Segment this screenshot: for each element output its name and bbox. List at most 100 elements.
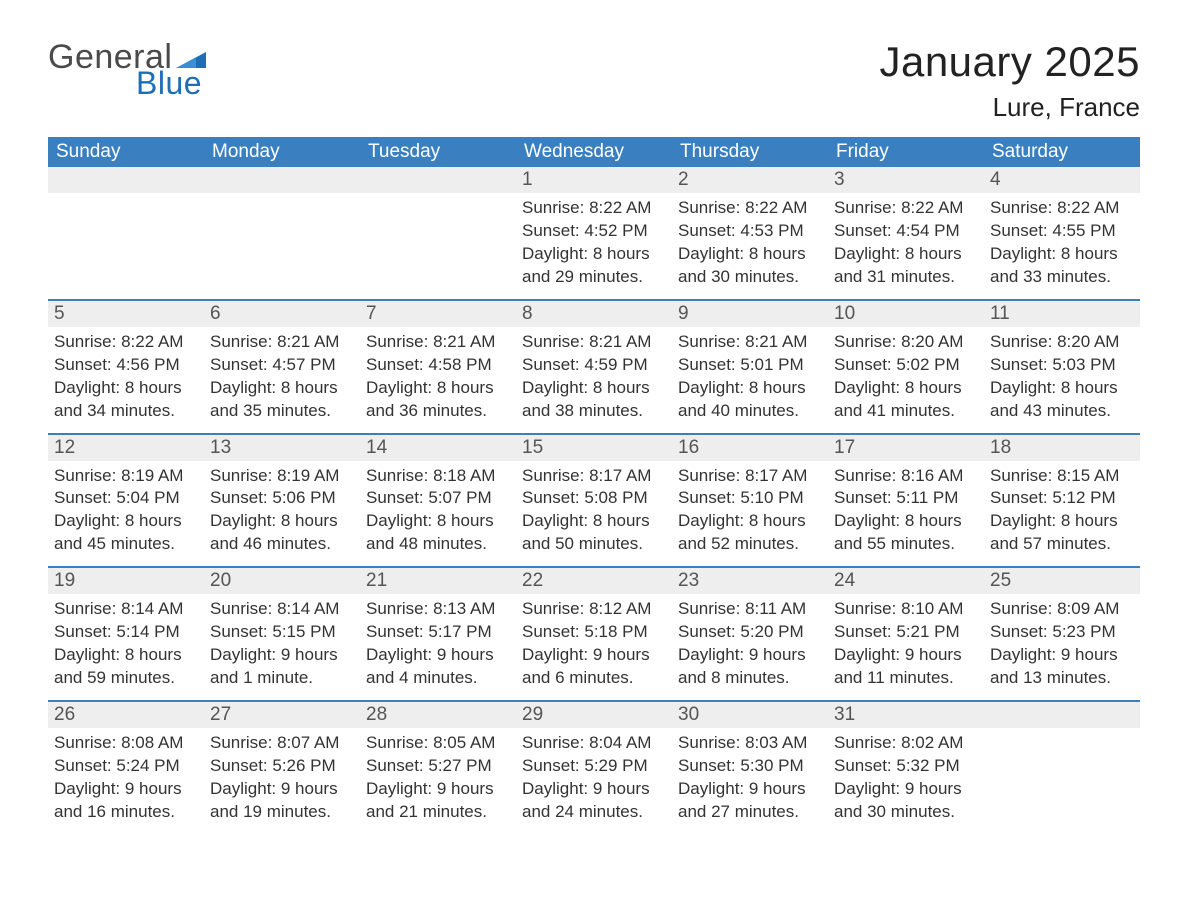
sunset-text: Sunset: 5:27 PM bbox=[366, 755, 510, 778]
daylight-text: Daylight: 9 hours and 8 minutes. bbox=[678, 644, 822, 690]
calendar-day: 30Sunrise: 8:03 AMSunset: 5:30 PMDayligh… bbox=[672, 702, 828, 834]
day-number bbox=[984, 702, 1140, 728]
day-details: Sunrise: 8:22 AMSunset: 4:56 PMDaylight:… bbox=[48, 327, 204, 433]
calendar-day bbox=[360, 167, 516, 299]
sunrise-text: Sunrise: 8:22 AM bbox=[54, 331, 198, 354]
day-number: 22 bbox=[516, 568, 672, 594]
day-details: Sunrise: 8:03 AMSunset: 5:30 PMDaylight:… bbox=[672, 728, 828, 834]
sunrise-text: Sunrise: 8:18 AM bbox=[366, 465, 510, 488]
sunrise-text: Sunrise: 8:20 AM bbox=[834, 331, 978, 354]
sunrise-text: Sunrise: 8:02 AM bbox=[834, 732, 978, 755]
day-number: 25 bbox=[984, 568, 1140, 594]
weekday-header: Friday bbox=[828, 141, 984, 163]
calendar-day: 31Sunrise: 8:02 AMSunset: 5:32 PMDayligh… bbox=[828, 702, 984, 834]
calendar-day: 11Sunrise: 8:20 AMSunset: 5:03 PMDayligh… bbox=[984, 301, 1140, 433]
sunset-text: Sunset: 5:20 PM bbox=[678, 621, 822, 644]
day-details bbox=[48, 193, 204, 283]
sunset-text: Sunset: 5:15 PM bbox=[210, 621, 354, 644]
daylight-text: Daylight: 8 hours and 50 minutes. bbox=[522, 510, 666, 556]
title-block: January 2025 Lure, France bbox=[879, 38, 1140, 123]
sunrise-text: Sunrise: 8:22 AM bbox=[678, 197, 822, 220]
day-details: Sunrise: 8:21 AMSunset: 4:57 PMDaylight:… bbox=[204, 327, 360, 433]
daylight-text: Daylight: 8 hours and 46 minutes. bbox=[210, 510, 354, 556]
sunrise-text: Sunrise: 8:07 AM bbox=[210, 732, 354, 755]
daylight-text: Daylight: 8 hours and 38 minutes. bbox=[522, 377, 666, 423]
weekday-header: Sunday bbox=[48, 141, 204, 163]
daylight-text: Daylight: 9 hours and 21 minutes. bbox=[366, 778, 510, 824]
calendar-day bbox=[48, 167, 204, 299]
calendar-day: 19Sunrise: 8:14 AMSunset: 5:14 PMDayligh… bbox=[48, 568, 204, 700]
day-number: 16 bbox=[672, 435, 828, 461]
sunrise-text: Sunrise: 8:08 AM bbox=[54, 732, 198, 755]
calendar-day: 17Sunrise: 8:16 AMSunset: 5:11 PMDayligh… bbox=[828, 435, 984, 567]
daylight-text: Daylight: 9 hours and 27 minutes. bbox=[678, 778, 822, 824]
calendar-week: 12Sunrise: 8:19 AMSunset: 5:04 PMDayligh… bbox=[48, 433, 1140, 567]
calendar-day bbox=[204, 167, 360, 299]
sunset-text: Sunset: 5:23 PM bbox=[990, 621, 1134, 644]
day-number: 5 bbox=[48, 301, 204, 327]
day-number: 28 bbox=[360, 702, 516, 728]
day-details bbox=[204, 193, 360, 283]
calendar-day: 5Sunrise: 8:22 AMSunset: 4:56 PMDaylight… bbox=[48, 301, 204, 433]
calendar-day: 4Sunrise: 8:22 AMSunset: 4:55 PMDaylight… bbox=[984, 167, 1140, 299]
day-number: 6 bbox=[204, 301, 360, 327]
day-details: Sunrise: 8:05 AMSunset: 5:27 PMDaylight:… bbox=[360, 728, 516, 834]
day-number: 8 bbox=[516, 301, 672, 327]
daylight-text: Daylight: 8 hours and 43 minutes. bbox=[990, 377, 1134, 423]
day-details: Sunrise: 8:19 AMSunset: 5:06 PMDaylight:… bbox=[204, 461, 360, 567]
location-label: Lure, France bbox=[879, 92, 1140, 123]
sunrise-text: Sunrise: 8:13 AM bbox=[366, 598, 510, 621]
brand-logo: General Blue bbox=[48, 38, 206, 102]
sunset-text: Sunset: 5:17 PM bbox=[366, 621, 510, 644]
day-number: 1 bbox=[516, 167, 672, 193]
day-number: 4 bbox=[984, 167, 1140, 193]
day-number: 14 bbox=[360, 435, 516, 461]
day-details: Sunrise: 8:12 AMSunset: 5:18 PMDaylight:… bbox=[516, 594, 672, 700]
sunset-text: Sunset: 5:24 PM bbox=[54, 755, 198, 778]
day-number: 10 bbox=[828, 301, 984, 327]
sunset-text: Sunset: 5:07 PM bbox=[366, 487, 510, 510]
day-details: Sunrise: 8:20 AMSunset: 5:03 PMDaylight:… bbox=[984, 327, 1140, 433]
day-details: Sunrise: 8:18 AMSunset: 5:07 PMDaylight:… bbox=[360, 461, 516, 567]
daylight-text: Daylight: 8 hours and 40 minutes. bbox=[678, 377, 822, 423]
day-details: Sunrise: 8:19 AMSunset: 5:04 PMDaylight:… bbox=[48, 461, 204, 567]
sunrise-text: Sunrise: 8:20 AM bbox=[990, 331, 1134, 354]
sunset-text: Sunset: 5:10 PM bbox=[678, 487, 822, 510]
weekday-header: Monday bbox=[204, 141, 360, 163]
sunset-text: Sunset: 5:11 PM bbox=[834, 487, 978, 510]
day-number: 13 bbox=[204, 435, 360, 461]
sunset-text: Sunset: 4:56 PM bbox=[54, 354, 198, 377]
daylight-text: Daylight: 8 hours and 29 minutes. bbox=[522, 243, 666, 289]
sunset-text: Sunset: 5:14 PM bbox=[54, 621, 198, 644]
day-details: Sunrise: 8:21 AMSunset: 5:01 PMDaylight:… bbox=[672, 327, 828, 433]
calendar-day: 16Sunrise: 8:17 AMSunset: 5:10 PMDayligh… bbox=[672, 435, 828, 567]
day-details: Sunrise: 8:22 AMSunset: 4:54 PMDaylight:… bbox=[828, 193, 984, 299]
day-details: Sunrise: 8:20 AMSunset: 5:02 PMDaylight:… bbox=[828, 327, 984, 433]
sunrise-text: Sunrise: 8:03 AM bbox=[678, 732, 822, 755]
weekday-header: Tuesday bbox=[360, 141, 516, 163]
weekday-header: Wednesday bbox=[516, 141, 672, 163]
day-number bbox=[360, 167, 516, 193]
daylight-text: Daylight: 9 hours and 6 minutes. bbox=[522, 644, 666, 690]
weekday-header: Thursday bbox=[672, 141, 828, 163]
sunset-text: Sunset: 4:59 PM bbox=[522, 354, 666, 377]
calendar-day: 3Sunrise: 8:22 AMSunset: 4:54 PMDaylight… bbox=[828, 167, 984, 299]
sunrise-text: Sunrise: 8:04 AM bbox=[522, 732, 666, 755]
sunrise-text: Sunrise: 8:16 AM bbox=[834, 465, 978, 488]
calendar-day: 28Sunrise: 8:05 AMSunset: 5:27 PMDayligh… bbox=[360, 702, 516, 834]
day-number: 7 bbox=[360, 301, 516, 327]
daylight-text: Daylight: 9 hours and 4 minutes. bbox=[366, 644, 510, 690]
sunrise-text: Sunrise: 8:21 AM bbox=[210, 331, 354, 354]
calendar-day bbox=[984, 702, 1140, 834]
daylight-text: Daylight: 8 hours and 30 minutes. bbox=[678, 243, 822, 289]
sunrise-text: Sunrise: 8:19 AM bbox=[210, 465, 354, 488]
sunrise-text: Sunrise: 8:22 AM bbox=[522, 197, 666, 220]
sunset-text: Sunset: 4:52 PM bbox=[522, 220, 666, 243]
sunrise-text: Sunrise: 8:21 AM bbox=[522, 331, 666, 354]
day-details: Sunrise: 8:17 AMSunset: 5:10 PMDaylight:… bbox=[672, 461, 828, 567]
day-details: Sunrise: 8:21 AMSunset: 4:58 PMDaylight:… bbox=[360, 327, 516, 433]
sunset-text: Sunset: 5:06 PM bbox=[210, 487, 354, 510]
calendar-day: 13Sunrise: 8:19 AMSunset: 5:06 PMDayligh… bbox=[204, 435, 360, 567]
sunrise-text: Sunrise: 8:19 AM bbox=[54, 465, 198, 488]
day-details: Sunrise: 8:11 AMSunset: 5:20 PMDaylight:… bbox=[672, 594, 828, 700]
